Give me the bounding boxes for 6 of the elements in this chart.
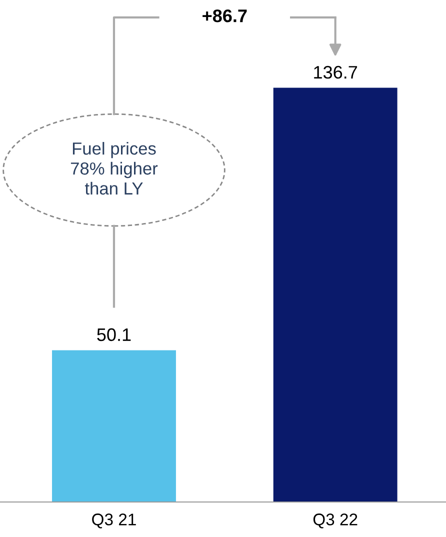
x-tick-label: Q3 22 bbox=[313, 514, 358, 528]
text: +86.7 bbox=[202, 9, 247, 22]
x-tick-label: Q3 21 bbox=[92, 514, 136, 528]
data-label: 136.7 bbox=[314, 66, 358, 79]
data-label: 50.1 bbox=[97, 328, 131, 342]
annotation: Fuel prices 78% higher than LY bbox=[70, 142, 158, 195]
